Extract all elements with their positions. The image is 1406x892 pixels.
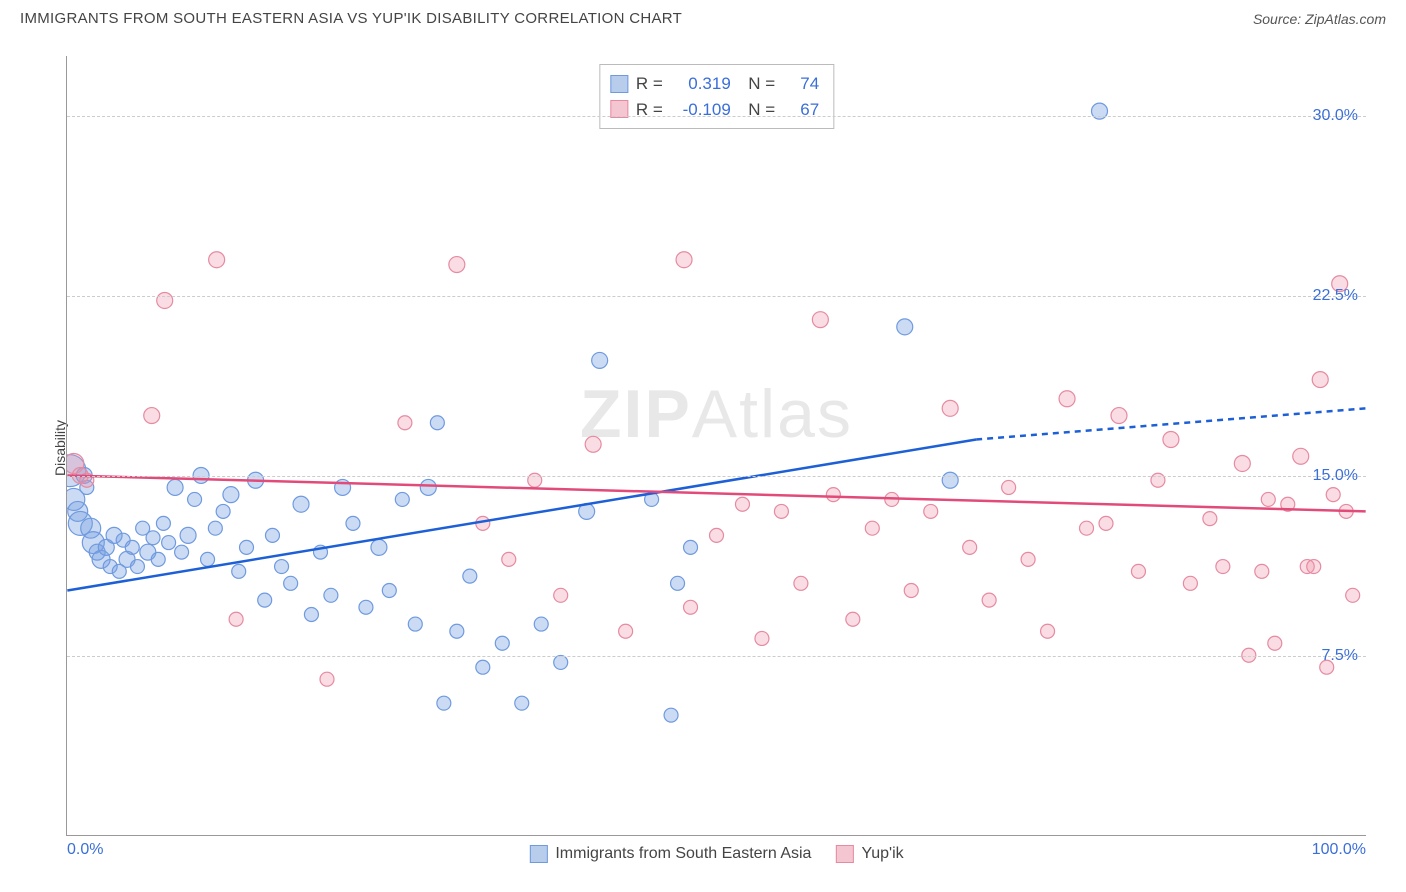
- r-value-sea: 0.319: [671, 71, 731, 97]
- legend-row-yupik: R = -0.109 N = 67: [610, 97, 819, 123]
- scatter-svg: [67, 56, 1366, 835]
- legend-swatch-sea: [529, 845, 547, 863]
- gridline: [67, 476, 1366, 477]
- y-tick-label: 22.5%: [1313, 287, 1358, 305]
- chart-title: IMMIGRANTS FROM SOUTH EASTERN ASIA VS YU…: [20, 10, 682, 27]
- y-tick-label: 30.0%: [1313, 107, 1358, 125]
- chart-header: IMMIGRANTS FROM SOUTH EASTERN ASIA VS YU…: [0, 0, 1406, 35]
- n-value-sea: 74: [783, 71, 819, 97]
- legend-row-sea: R = 0.319 N = 74: [610, 71, 819, 97]
- legend-item-yupik: Yup'ik: [835, 845, 903, 863]
- y-tick-label: 15.0%: [1313, 467, 1358, 485]
- r-value-yupik: -0.109: [671, 97, 731, 123]
- gridline: [67, 116, 1366, 117]
- chart-container: Disability ZIPAtlas R = 0.319 N = 74 R =…: [20, 38, 1386, 858]
- legend-item-sea: Immigrants from South Eastern Asia: [529, 845, 811, 863]
- x-tick-max: 100.0%: [1312, 841, 1366, 859]
- series-legend: Immigrants from South Eastern Asia Yup'i…: [529, 845, 903, 863]
- n-value-yupik: 67: [783, 97, 819, 123]
- swatch-sea: [610, 75, 628, 93]
- gridline: [67, 296, 1366, 297]
- y-tick-label: 7.5%: [1322, 647, 1358, 665]
- legend-swatch-yupik: [835, 845, 853, 863]
- gridline: [67, 656, 1366, 657]
- chart-source: Source: ZipAtlas.com: [1253, 11, 1386, 27]
- plot-area: ZIPAtlas R = 0.319 N = 74 R = -0.109 N =…: [66, 56, 1366, 836]
- x-tick-min: 0.0%: [67, 841, 103, 859]
- legend-label-sea: Immigrants from South Eastern Asia: [555, 845, 811, 863]
- watermark: ZIPAtlas: [580, 375, 853, 453]
- correlation-legend: R = 0.319 N = 74 R = -0.109 N = 67: [599, 64, 834, 129]
- watermark-light: Atlas: [692, 376, 853, 452]
- watermark-bold: ZIP: [580, 376, 692, 452]
- legend-label-yupik: Yup'ik: [861, 845, 903, 863]
